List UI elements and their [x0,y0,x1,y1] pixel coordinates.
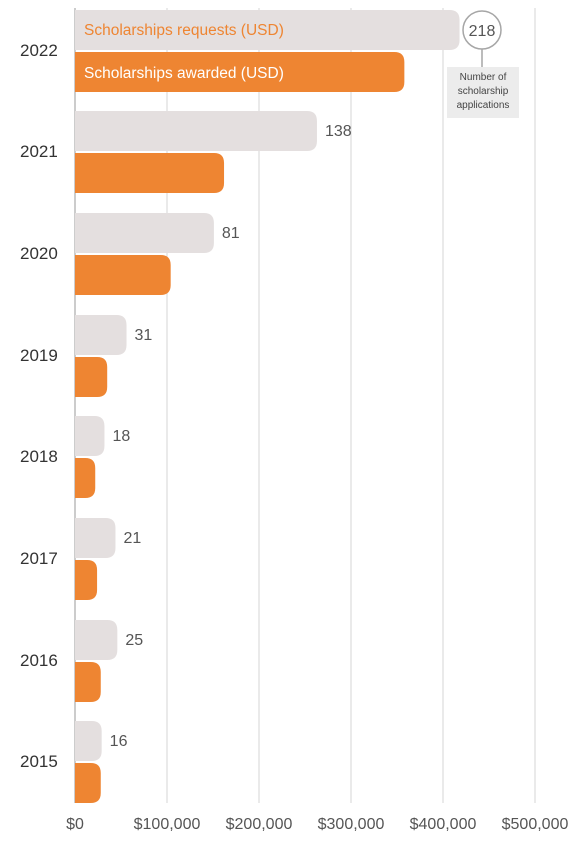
legend-layer: Scholarships requests (USD) Scholarships … [84,22,284,82]
x-tick-label: $300,000 [318,816,385,833]
x-tick-label: $500,000 [502,816,569,833]
applications-callout: 218 Number of scholarship applications [447,10,519,118]
year-label: 2021 [20,142,58,161]
application-count-label: 18 [112,428,130,445]
application-count-label: 16 [110,733,128,750]
application-count-label: 31 [135,327,153,344]
awarded-bar-2022 [75,52,405,92]
awarded-bar-2019 [75,357,108,397]
requests-bar-2021 [75,111,317,151]
awarded-bar-2020 [75,255,171,295]
year-label: 2015 [20,752,58,771]
requests-bar-2016 [75,620,118,660]
application-count-label: 25 [125,632,143,649]
x-tick-labels-layer: $0 $100,000 $200,000 $300,000 $400,000 $500,0… [66,816,568,833]
application-count-label: 21 [123,530,141,547]
awarded-bar-2017 [75,560,98,600]
application-count-label: 81 [222,225,240,242]
year-label: 2022 [20,41,58,60]
year-label: 2018 [20,447,58,466]
callout-box [447,67,519,118]
x-tick-label: $400,000 [410,816,477,833]
callout-text-line: scholarship [458,86,509,97]
year-label: 2020 [20,244,58,263]
year-label: 2019 [20,346,58,365]
x-tick-label: $100,000 [134,816,201,833]
awarded-bar-2021 [75,153,225,193]
year-label: 2016 [20,651,58,670]
requests-bar-2017 [75,518,116,558]
x-tick-label: $200,000 [226,816,293,833]
awarded-bar-2016 [75,662,101,702]
awarded-bar-2015 [75,763,101,803]
application-count-label: 218 [469,23,496,40]
awarded-bar-2018 [75,458,96,498]
year-label: 2017 [20,549,58,568]
x-tick-label: $0 [66,816,84,833]
legend-requests-label: Scholarships requests (USD) [84,22,284,39]
callout-text-line: applications [457,100,510,111]
requests-bar-2015 [75,721,102,761]
requests-bar-2018 [75,416,105,456]
callout-text-line: Number of [460,72,507,83]
count-labels-layer: 138 81 31 18 21 25 16 [110,123,352,750]
bars-layer [75,10,460,803]
requests-bar-2019 [75,315,127,355]
requests-bar-2020 [75,213,214,253]
requests-bar-2022 [75,10,460,50]
application-count-label: 138 [325,123,352,140]
year-labels-layer: 2022 2021 2020 2019 2018 2017 2016 2015 [20,41,58,771]
legend-awarded-label: Scholarships awarded (USD) [84,65,284,82]
